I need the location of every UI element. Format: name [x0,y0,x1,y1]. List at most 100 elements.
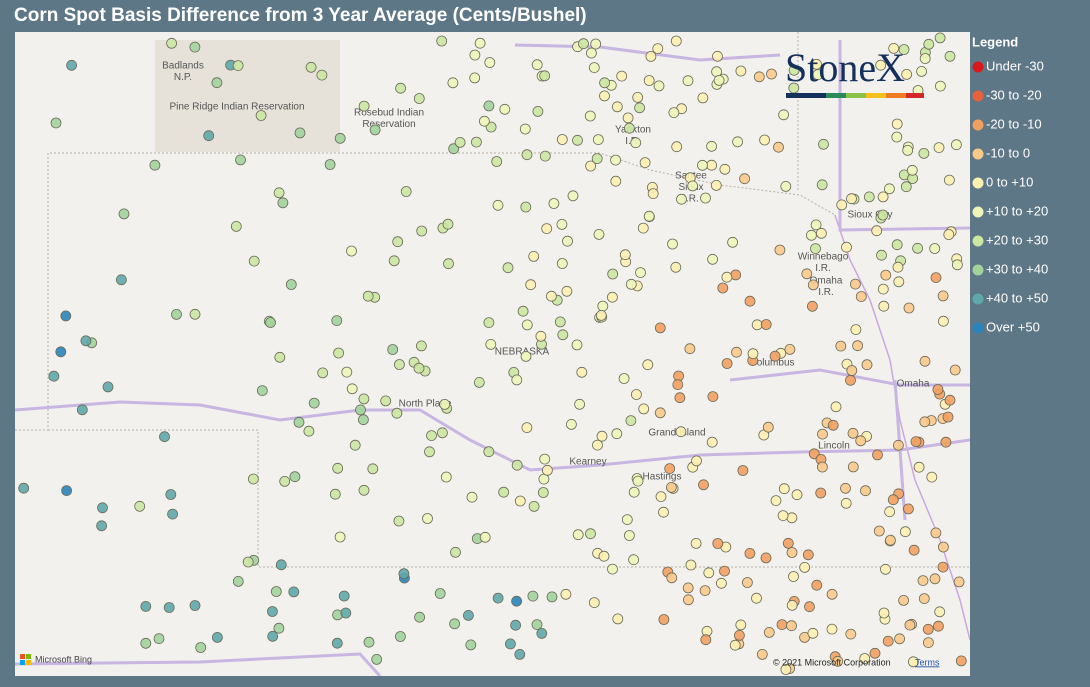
title: Corn Spot Basis Difference from 3 Year A… [14,5,587,26]
point [888,43,900,54]
point [578,38,589,50]
point [447,77,459,89]
point [334,132,346,144]
point [744,548,756,559]
point [511,374,523,386]
point [521,422,533,434]
point [612,613,624,625]
point [256,385,268,397]
point [859,653,871,664]
point [557,329,569,341]
point [167,508,179,520]
point [658,506,669,518]
point [331,637,343,649]
point [203,130,215,142]
place-label: Badlands [162,61,204,72]
point [716,577,727,589]
point [610,175,622,187]
point [572,529,584,541]
point [697,92,709,104]
point [953,576,965,588]
point [567,190,579,202]
point [571,339,583,351]
point [153,633,165,644]
point [149,159,161,171]
point [588,62,600,73]
logo-bar-segment [826,93,846,98]
point [595,309,607,321]
point [878,607,890,619]
ms-logo [20,660,25,665]
point [811,58,822,70]
point [591,153,603,165]
point [572,134,583,146]
point [735,619,747,631]
point [531,619,543,630]
point [826,623,838,635]
point [599,90,610,102]
logo-bar-segment [846,93,866,98]
point [55,346,67,358]
point [952,259,963,271]
point [807,300,818,312]
point [448,143,460,155]
point [719,163,731,175]
point [884,183,895,195]
point [556,134,568,145]
point [816,227,827,239]
point [676,193,687,205]
point [937,561,949,573]
point [766,68,777,80]
point [691,455,702,467]
point [840,482,851,494]
point [483,100,495,112]
point [18,482,30,494]
terms-link[interactable]: Terms [915,657,940,667]
point [949,364,961,376]
point [826,588,838,600]
point [840,497,852,509]
point [528,250,540,262]
point [904,619,916,631]
point [392,236,404,248]
point [929,243,941,254]
point [454,136,466,148]
point [777,510,789,521]
place-label: North Platte [399,399,452,410]
point [592,439,603,451]
point [917,575,929,586]
point [871,225,883,237]
point [786,512,798,524]
legend-label: -30 to -20 [986,87,1042,102]
point [346,245,357,257]
point [66,59,77,71]
point [140,601,152,612]
point [628,486,640,498]
point [929,573,941,585]
point [916,66,927,77]
point [830,401,842,413]
point [436,427,448,439]
points[interactable] [18,32,967,675]
point [892,261,904,273]
point [908,656,919,668]
point [391,407,403,419]
point [439,398,451,410]
point [470,136,482,148]
point [340,607,352,619]
point [776,619,788,630]
point [759,134,770,146]
point [211,77,223,89]
point [877,191,889,203]
point [574,398,585,410]
point [710,179,722,191]
point [611,428,623,440]
place-label: Omaha [810,276,843,287]
ms-logo [26,654,31,659]
point [97,502,108,514]
point [634,102,645,114]
point [937,290,949,302]
point [712,538,724,549]
